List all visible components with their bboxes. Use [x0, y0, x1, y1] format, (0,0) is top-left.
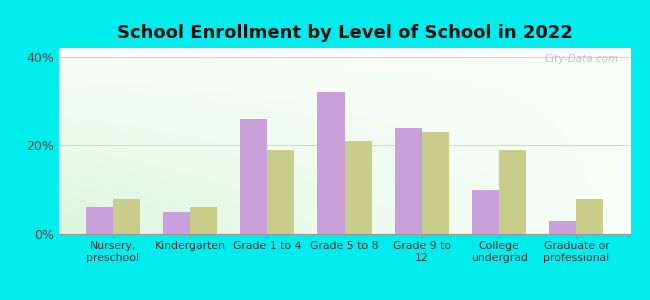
Bar: [267, 150, 294, 234]
Bar: [112, 199, 140, 234]
Bar: [240, 119, 267, 234]
Bar: [190, 207, 217, 234]
Bar: [422, 132, 449, 234]
Text: City-Data.com: City-Data.com: [545, 54, 619, 64]
Title: School Enrollment by Level of School in 2022: School Enrollment by Level of School in …: [116, 24, 573, 42]
Bar: [317, 92, 344, 234]
Bar: [499, 150, 526, 234]
Bar: [549, 221, 577, 234]
Bar: [395, 128, 422, 234]
Bar: [86, 207, 112, 234]
Bar: [344, 141, 372, 234]
Bar: [472, 190, 499, 234]
Bar: [163, 212, 190, 234]
Bar: [577, 199, 603, 234]
